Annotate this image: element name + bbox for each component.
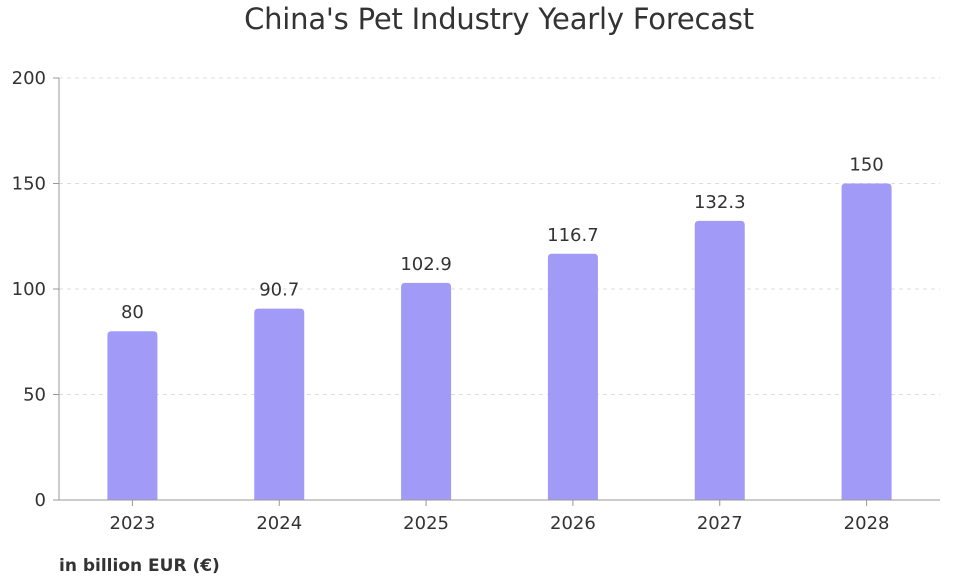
unit-note: in billion EUR (€): [59, 556, 220, 576]
x-tick-label: 2025: [403, 513, 449, 534]
data-label: 116.7: [547, 225, 599, 246]
bar-2025: [401, 282, 452, 500]
gridlines: [59, 77, 940, 395]
bar-2023: [107, 331, 158, 500]
x-tick-label: 2028: [844, 513, 890, 534]
data-label: 90.7: [259, 280, 299, 301]
y-tick-label: 200: [12, 68, 46, 89]
x-tick-label: 2024: [256, 513, 302, 534]
x-tick-label: 2027: [697, 513, 743, 534]
y-tick-label: 100: [12, 279, 46, 300]
data-label: 102.9: [400, 254, 452, 275]
bars: [107, 183, 892, 501]
bar-2024: [254, 308, 305, 500]
bar-2028: [841, 183, 892, 500]
bar-2027: [694, 220, 745, 501]
x-tick-label: 2023: [110, 513, 156, 534]
chart-title: China's Pet Industry Yearly Forecast: [244, 2, 754, 36]
data-label: 132.3: [694, 192, 746, 213]
y-tick-label: 0: [35, 490, 46, 511]
x-tick-label: 2026: [550, 513, 596, 534]
data-labels: 80 90.7 102.9 116.7 132.3 150: [121, 155, 884, 324]
data-label: 150: [849, 155, 883, 176]
y-tick-label: 150: [12, 174, 46, 195]
bar-2026: [547, 253, 598, 500]
data-label: 80: [121, 302, 144, 323]
tick-labels: 0 50 100 150 200 2023 2024 2025 2026 2027 2028: [12, 68, 890, 534]
y-tick-label: 50: [23, 385, 46, 406]
